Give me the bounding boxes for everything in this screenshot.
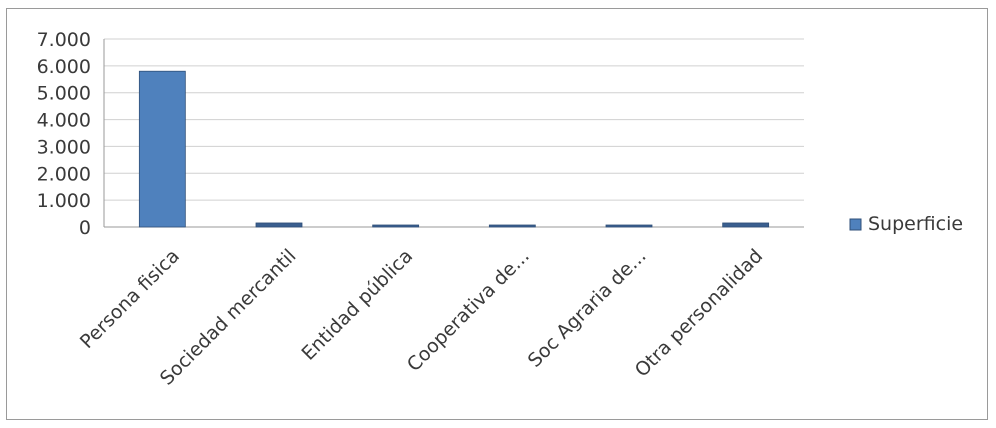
bar-chart: 0 1.000 2.000 3.000 4.000 5.000 6.000 7.000 Per… (37, 29, 963, 390)
y-tick-label: 7.000 (37, 29, 91, 51)
y-tick-label: 3.000 (37, 136, 91, 158)
bar (255, 222, 303, 228)
bar (488, 224, 536, 228)
bars (138, 70, 770, 228)
y-tick-label: 1.000 (37, 190, 91, 212)
y-tick-label: 4.000 (37, 110, 91, 132)
x-tick-label: Persona fisica (76, 245, 184, 353)
legend: Superficie (849, 213, 963, 235)
x-tick-label: Entidad pública (297, 245, 417, 365)
y-tick-label: 0 (79, 217, 91, 239)
y-tick-label: 2.000 (37, 163, 91, 185)
x-tick-label: Soc Agraria de... (524, 245, 651, 372)
y-tick-label: 6.000 (37, 56, 91, 78)
bar (605, 224, 653, 228)
y-axis-ticks: 0 1.000 2.000 3.000 4.000 5.000 6.000 7.000 (37, 29, 91, 239)
x-tick-label: Otra personalidad (631, 245, 767, 381)
legend-swatch (849, 218, 862, 231)
x-tick-label: Cooperativa de... (403, 245, 534, 376)
bar (372, 224, 420, 228)
gridlines (103, 38, 804, 228)
bar (138, 70, 186, 228)
chart-frame: 0 1.000 2.000 3.000 4.000 5.000 6.000 7.000 Per… (6, 8, 988, 420)
y-tick-label: 5.000 (37, 83, 91, 105)
legend-label: Superficie (868, 213, 963, 235)
bar (722, 222, 770, 228)
